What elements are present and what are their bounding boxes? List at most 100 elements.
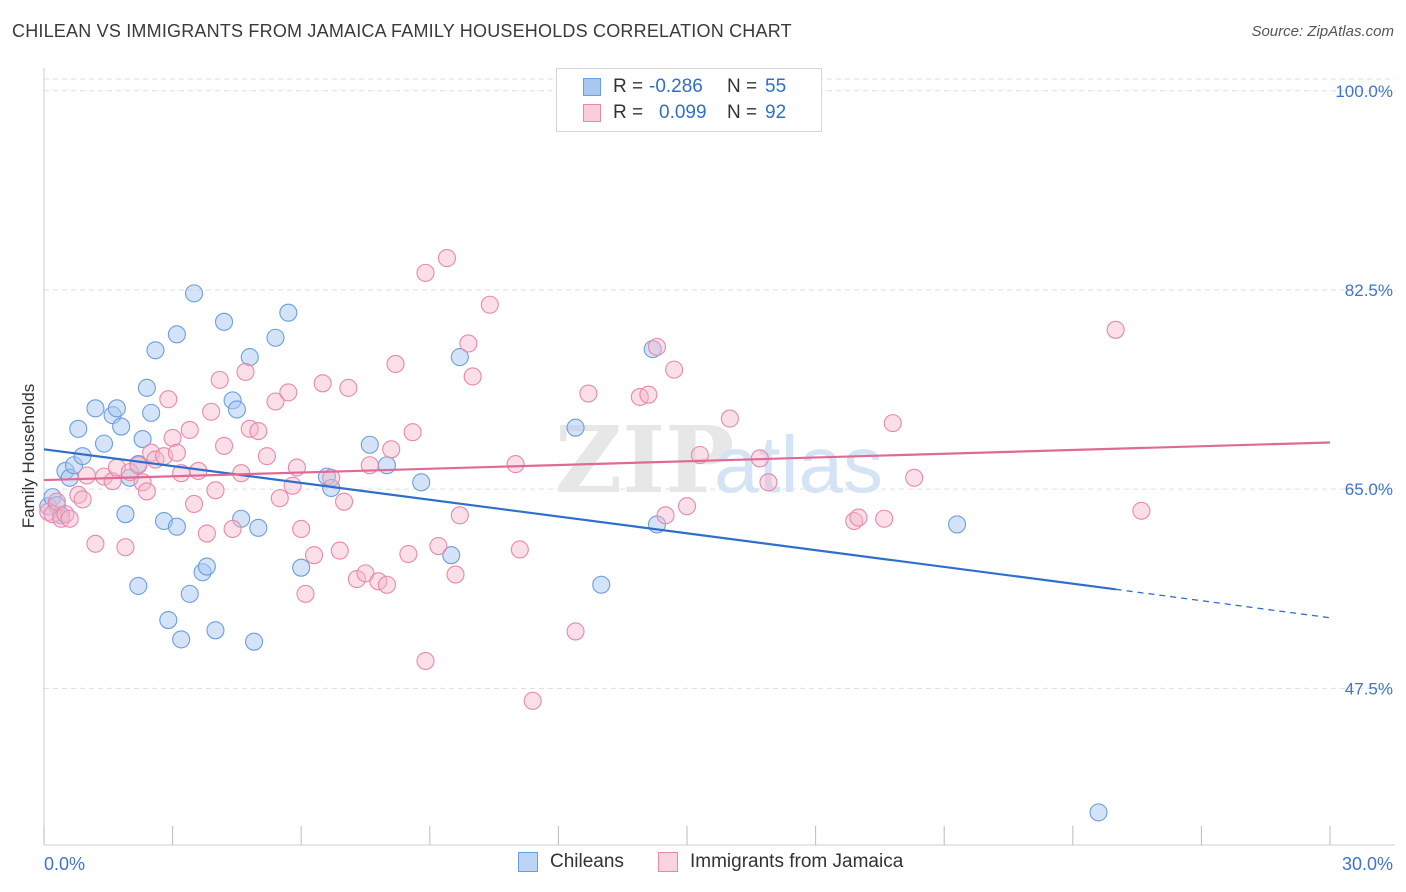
jamaica-point (167, 443, 186, 462)
jamaica-point (257, 447, 276, 466)
jamaica-point (416, 651, 435, 671)
y-tick-label: 100.0% (1335, 82, 1393, 101)
jamaica-point (1132, 501, 1151, 520)
watermark: ZIP atlas (555, 406, 883, 514)
jamaica-point (579, 384, 598, 403)
legend-item-chileans[interactable]: Chileans (518, 851, 624, 873)
jamaica-point (335, 492, 354, 511)
y-tick-label: 65.0% (1345, 480, 1393, 499)
chileans-point (112, 417, 131, 436)
jamaica-point (463, 367, 482, 386)
chileans-point (442, 546, 461, 565)
y-tick-label: 47.5% (1345, 679, 1393, 698)
jamaica-point (480, 295, 499, 314)
chileans-point (206, 621, 225, 640)
legend-n-value: 55 (765, 76, 787, 97)
chileans-point (266, 328, 285, 347)
jamaica-point (129, 456, 148, 475)
jamaica-point (249, 422, 268, 441)
chart-title: CHILEAN VS IMMIGRANTS FROM JAMAICA FAMIL… (12, 21, 792, 41)
jamaica-point (210, 370, 229, 389)
jamaica-point (523, 691, 542, 710)
jamaica-point (283, 476, 302, 495)
chileans-point (240, 348, 259, 367)
legend-n-value: 92 (765, 102, 787, 123)
jamaica-point (905, 468, 924, 487)
source-credit: Source: ZipAtlas.com (1251, 23, 1394, 40)
chileans-point (184, 284, 204, 303)
jamaica-point (137, 482, 156, 501)
chileans-point (137, 378, 156, 397)
jamaica-point (330, 541, 349, 560)
chileans-point (197, 557, 216, 576)
jamaica-point (459, 334, 478, 353)
jamaica-point (883, 414, 902, 433)
jamaica-point (180, 420, 199, 440)
chileans-point (227, 400, 246, 419)
jamaica-point (849, 508, 868, 527)
chileans-point (172, 630, 191, 649)
chileans-point (159, 610, 178, 630)
legend-n-label: N = (727, 102, 758, 123)
chileans-point (360, 435, 379, 454)
jamaica-point (1106, 320, 1125, 339)
jamaica-point (647, 337, 667, 356)
jamaica-point (313, 374, 332, 393)
legend-label-jamaica: Immigrants from Jamaica (690, 851, 904, 872)
jamaica-point (86, 534, 105, 553)
jamaica-point (60, 509, 79, 528)
jamaica-point (296, 584, 315, 603)
chileans-point (94, 434, 114, 453)
chileans-point (244, 632, 264, 651)
jamaica-point (399, 544, 418, 564)
legend-swatch-pink (658, 852, 678, 872)
chileans-point (167, 325, 186, 344)
jamaica-point (292, 519, 311, 539)
legend-r-value: -0.286 (649, 76, 703, 97)
chileans-point (180, 584, 199, 603)
chileans-point (167, 517, 186, 536)
jamaica-point (656, 506, 675, 525)
chileans-point (566, 418, 585, 437)
legend-row-chileans: R = -0.286 N = 55 (583, 74, 786, 100)
chileans-point (146, 341, 165, 360)
jamaica-point (403, 423, 422, 442)
legend-item-jamaica[interactable]: Immigrants from Jamaica (658, 851, 903, 873)
chileans-trend-line (43, 448, 1116, 591)
jamaica-point (446, 565, 465, 584)
legend-swatch-blue (583, 78, 601, 96)
jamaica-point (184, 494, 204, 513)
chileans-trend-extension (1115, 588, 1331, 619)
chileans-point (292, 558, 311, 577)
legend-r-label: R = (613, 76, 644, 97)
legend-r-value: 0.099 (659, 102, 707, 123)
chileans-point (214, 312, 234, 331)
chileans-point (1089, 803, 1108, 822)
y-axis-title: Family Households (19, 383, 38, 529)
jamaica-point (236, 362, 255, 381)
jamaica-point (279, 383, 298, 402)
correlation-legend: R = -0.286 N = 55 R = 0.099 N = 92 (556, 68, 822, 132)
legend-label-chileans: Chileans (550, 851, 624, 872)
jamaica-point (266, 392, 285, 411)
jamaica-point (163, 428, 182, 447)
chileans-point (116, 505, 135, 524)
chileans-point (592, 575, 611, 594)
jamaica-point (77, 466, 96, 485)
jamaica-point (94, 467, 114, 486)
jamaica-point (510, 540, 529, 559)
chileans-point (450, 348, 469, 367)
y-tick-label: 82.5% (1345, 281, 1393, 300)
jamaica-trend-line (43, 441, 1331, 482)
jamaica-point (116, 538, 135, 557)
chileans-point (948, 515, 967, 534)
jamaica-point (159, 390, 178, 409)
chileans-point (142, 403, 161, 422)
jamaica-point (506, 455, 525, 474)
jamaica-point (270, 489, 289, 508)
jamaica-point (382, 440, 401, 459)
gridlines (44, 78, 1395, 689)
chileans-point (69, 419, 88, 438)
jamaica-point (206, 481, 225, 500)
chileans-point (249, 518, 268, 537)
